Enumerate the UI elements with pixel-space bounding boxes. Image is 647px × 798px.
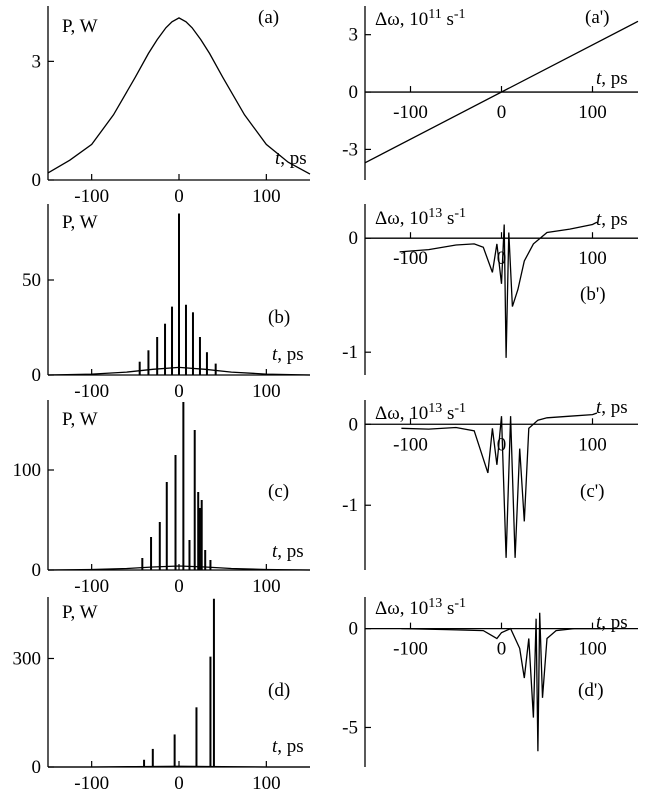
y-axis-label: P, W <box>62 409 98 430</box>
y-axis-label: P, W <box>62 602 98 623</box>
y-tick-label: 100 <box>13 460 42 481</box>
x-tick-label: 100 <box>578 639 607 660</box>
panel-d: -100 0 100 0 300 (d) P, W t, ps <box>13 597 310 794</box>
x-axis-label: t, ps <box>275 148 307 169</box>
y-tick-label: 0 <box>349 619 359 640</box>
panel-label: (b) <box>268 307 290 328</box>
x-tick-label: 100 <box>252 381 281 402</box>
y-axis-label: Δω, 1013 s-1 <box>375 206 466 229</box>
y-tick-label: 0 <box>349 228 359 249</box>
x-tick-label: -100 <box>393 434 428 455</box>
panel-label: (d') <box>578 680 604 701</box>
y-tick-label: 300 <box>13 648 42 669</box>
x-tick-label: 0 <box>174 186 184 207</box>
y-tick-label: 50 <box>22 270 41 291</box>
panel-a2: -100 0 100 3 0 -3 (a') Δω, 1011 s-1 t, ps <box>342 6 639 180</box>
x-tick-label: 0 <box>497 639 507 660</box>
x-tick-label: 0 <box>174 576 184 597</box>
y-axis-label: Δω, 1013 s-1 <box>375 596 466 619</box>
y-tick-label: -1 <box>342 495 358 516</box>
x-tick-label: -100 <box>393 639 428 660</box>
x-axis-label: t, ps <box>596 397 628 418</box>
y-tick-label: 0 <box>32 365 42 386</box>
y-tick-label: -1 <box>342 342 358 363</box>
x-tick-label: -100 <box>393 102 428 123</box>
x-tick-label: -100 <box>74 186 109 207</box>
x-tick-label: 0 <box>174 773 184 794</box>
panel-label: (b') <box>580 284 606 305</box>
panel-b: -100 0 100 0 50 (b) P, W t, ps <box>22 204 311 402</box>
x-axis-label: t, ps <box>272 344 304 365</box>
panel-label: (a') <box>585 7 610 28</box>
x-tick-label: 0 <box>174 381 184 402</box>
x-tick-label: -100 <box>74 773 109 794</box>
series-line <box>47 17 311 175</box>
series-line <box>364 20 639 164</box>
panel-label: (c') <box>580 481 605 502</box>
series-line <box>401 612 602 752</box>
panel-c: -100 0 100 0 100 (c) P, W t, ps <box>13 400 311 597</box>
panel-label: (c) <box>268 481 289 502</box>
series-line <box>399 221 598 358</box>
panel-a: -100 0 100 0 3 (a) P, W t, ps <box>32 6 311 207</box>
baseline-line <box>47 565 311 571</box>
x-tick-label: -100 <box>74 381 109 402</box>
x-axis-label: t, ps <box>596 612 628 633</box>
panel-b2: -100 0 100 0 -1 (b') Δω, 1013 s-1 t, ps <box>342 204 638 375</box>
baseline-line <box>48 765 310 768</box>
y-tick-label: 3 <box>32 51 42 72</box>
x-tick-label: 0 <box>497 434 507 455</box>
x-tick-label: 100 <box>252 186 281 207</box>
panel-label: (d) <box>268 680 290 701</box>
y-tick-label: 3 <box>349 25 359 46</box>
y-axis-label: Δω, 1011 s-1 <box>375 7 466 30</box>
x-tick-label: 0 <box>497 102 507 123</box>
y-axis-label: P, W <box>62 212 98 233</box>
series-line <box>401 412 598 558</box>
x-tick-label: 100 <box>252 773 281 794</box>
y-tick-label: 0 <box>32 560 42 581</box>
x-tick-label: -100 <box>393 248 428 269</box>
panel-d2: -100 0 100 0 -5 (d') Δω, 1013 s-1 t, ps <box>342 596 638 767</box>
x-tick-label: 100 <box>578 434 607 455</box>
y-tick-label: 0 <box>32 170 42 191</box>
y-tick-label: -3 <box>342 139 358 160</box>
x-tick-label: 100 <box>578 248 607 269</box>
x-axis-label: t, ps <box>272 541 304 562</box>
y-tick-label: -5 <box>342 717 358 738</box>
x-axis-label: t, ps <box>596 68 628 89</box>
panel-c2: -100 0 100 0 -1 (c') Δω, 1013 s-1 t, ps <box>342 397 638 570</box>
x-tick-label: 100 <box>578 102 607 123</box>
panel-label: (a) <box>258 7 279 28</box>
y-tick-label: 0 <box>349 82 359 103</box>
x-axis-label: t, ps <box>272 736 304 757</box>
y-axis-label: Δω, 1013 s-1 <box>375 401 466 424</box>
x-tick-label: 100 <box>252 576 281 597</box>
y-tick-label: 0 <box>32 757 42 778</box>
x-axis-label: t, ps <box>596 209 628 230</box>
y-tick-label: 0 <box>349 414 359 435</box>
y-axis-label: P, W <box>62 16 98 37</box>
x-tick-label: 0 <box>497 248 507 269</box>
x-tick-label: -100 <box>74 576 109 597</box>
